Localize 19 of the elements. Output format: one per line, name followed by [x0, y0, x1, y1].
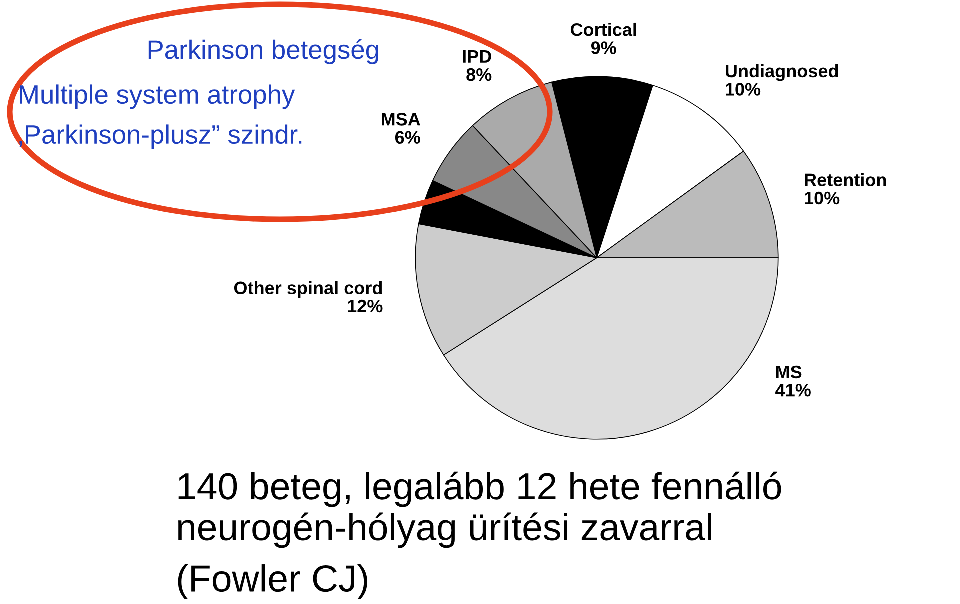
slice-label: Other spinal cord — [234, 281, 382, 298]
slice-label: Undiagnosed — [726, 64, 838, 82]
data-label: 41% — [776, 384, 811, 397]
data-label: 10% — [726, 83, 761, 96]
data-label: 8% — [466, 68, 492, 82]
slice-label: Retention — [805, 173, 886, 187]
text: 140 beteg, legalább 12 hete fennálló neurogén-hólyag ürítési zavarral — [178, 472, 782, 548]
text: Multiple system atrophy — [20, 84, 296, 110]
slice-label: IPD — [463, 50, 492, 63]
data-label: 12% — [348, 300, 383, 313]
text: Parkinson betegség — [148, 40, 378, 64]
data-label: 6% — [395, 131, 420, 144]
text: ‚Parkinson-plusz” szindr. — [20, 124, 302, 150]
slice-label: Cortical — [570, 22, 636, 36]
data-label: 10% — [805, 192, 840, 205]
text: (Fowler CJ) — [178, 564, 368, 600]
slice-label: MSA — [382, 113, 420, 126]
data-label: 9% — [591, 42, 616, 54]
slice-label: MS — [776, 366, 802, 379]
